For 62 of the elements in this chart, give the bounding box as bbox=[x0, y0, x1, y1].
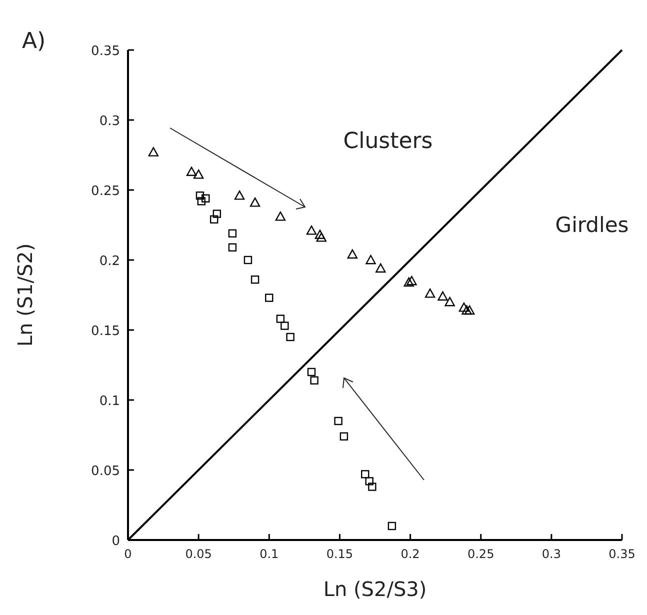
y-tick-label: 0.1 bbox=[99, 394, 120, 409]
x-tick-label: 0.1 bbox=[260, 547, 279, 561]
point bbox=[406, 276, 417, 286]
point bbox=[316, 232, 326, 242]
y-tick-label: 0 bbox=[112, 534, 120, 549]
point bbox=[196, 192, 204, 200]
point bbox=[286, 332, 294, 342]
point bbox=[265, 294, 274, 302]
point bbox=[186, 166, 197, 176]
point bbox=[458, 302, 470, 312]
annotation: Girdles bbox=[555, 213, 629, 237]
point bbox=[388, 522, 396, 530]
y-tick-label: 0.35 bbox=[91, 44, 120, 59]
point bbox=[228, 243, 237, 252]
point bbox=[365, 477, 374, 486]
point bbox=[228, 229, 237, 238]
y-tick-label: 0.15 bbox=[91, 324, 120, 339]
point bbox=[314, 230, 326, 239]
x-tick-label: 0 bbox=[124, 547, 132, 561]
x-tick-label: 0.35 bbox=[608, 547, 636, 561]
point bbox=[212, 210, 222, 218]
point bbox=[148, 147, 159, 156]
point bbox=[376, 263, 386, 273]
point bbox=[361, 470, 370, 478]
x-tick-label: 0.25 bbox=[468, 547, 494, 561]
y-tick-label: 0.3 bbox=[99, 114, 120, 129]
point bbox=[250, 276, 260, 284]
text: A) bbox=[22, 29, 46, 54]
point bbox=[347, 249, 358, 259]
point bbox=[368, 482, 376, 491]
x-tick-label: 0.15 bbox=[326, 547, 354, 561]
point bbox=[244, 256, 252, 264]
y-tick-label: 0.2 bbox=[99, 254, 120, 269]
point bbox=[193, 170, 204, 179]
point bbox=[275, 212, 286, 221]
point bbox=[210, 215, 218, 224]
point bbox=[202, 194, 210, 202]
y-axis-title: Ln (S1/S2) bbox=[13, 243, 37, 347]
point bbox=[197, 197, 206, 206]
point bbox=[462, 305, 472, 315]
point bbox=[366, 254, 376, 264]
point bbox=[307, 368, 316, 376]
x-axis-title: Ln (S2/S3) bbox=[323, 577, 427, 601]
x-tick-label: 0.2 bbox=[400, 547, 420, 561]
annotation: Clusters bbox=[343, 129, 433, 154]
point bbox=[276, 314, 285, 323]
point bbox=[334, 416, 342, 426]
x-tick-label: 0.05 bbox=[185, 547, 212, 561]
y-tick-label: 0.05 bbox=[91, 464, 120, 479]
point bbox=[464, 305, 475, 315]
point bbox=[250, 198, 260, 207]
x-tick-label: 0.3 bbox=[542, 547, 561, 561]
point bbox=[444, 296, 455, 306]
point bbox=[438, 291, 448, 301]
point bbox=[234, 190, 245, 200]
point bbox=[310, 376, 318, 384]
point bbox=[404, 277, 414, 287]
point bbox=[280, 322, 289, 330]
point bbox=[306, 226, 317, 235]
point bbox=[340, 432, 348, 440]
y-tick-label: 0.25 bbox=[91, 184, 120, 199]
point bbox=[424, 288, 436, 298]
